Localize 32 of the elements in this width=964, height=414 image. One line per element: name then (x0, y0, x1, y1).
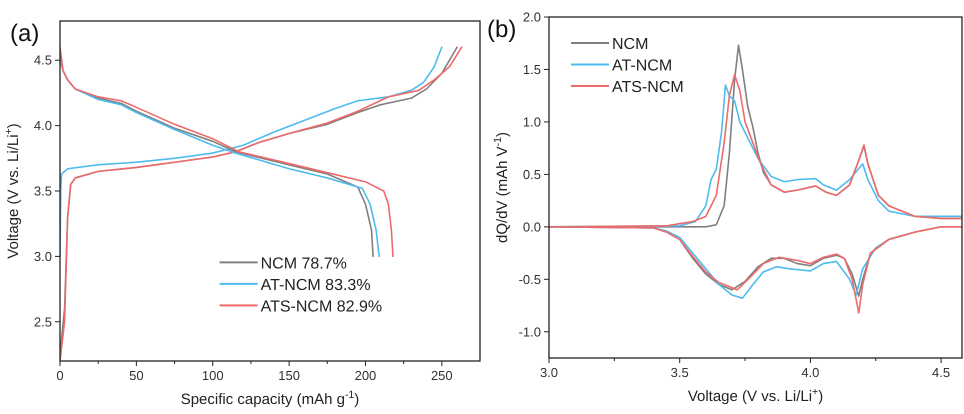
legend-label: NCM (612, 36, 648, 53)
y-tick-label: 4.5 (34, 52, 52, 68)
x-tick-label: 200 (354, 368, 376, 383)
y-tick-label: 3.0 (34, 248, 52, 264)
x-tick-label: 4.0 (801, 365, 820, 380)
y-tick-label: 3.5 (34, 184, 52, 198)
x-tick-label: 3.0 (540, 365, 558, 380)
y-tick-label: 0.5 (522, 166, 541, 182)
x-tick-label: 0 (56, 368, 64, 383)
y-tick-label: 2.0 (522, 10, 541, 24)
x-tick-label: 150 (278, 368, 300, 383)
x-axis-title: Specific capacity (mAh g$^{-1}$) (180, 389, 360, 408)
y-tick-label: -0.5 (518, 272, 541, 287)
text: (a) (10, 20, 40, 47)
legend-label: AT-NCM 83.3% (260, 276, 371, 294)
y-tick-label: -1.0 (518, 324, 541, 340)
x-tick-label: 100 (202, 368, 224, 383)
y-tick-label: 0.0 (522, 219, 541, 234)
text: (b) (487, 16, 516, 43)
x-tick-label: 4.5 (932, 365, 950, 380)
y-tick-label: 4.0 (34, 118, 52, 134)
x-axis-title: Voltage (V vs. Li/Li$^{+}$) (688, 386, 824, 405)
legend-label: AT-NCM (612, 58, 672, 74)
y-tick-label: 1.0 (522, 114, 541, 130)
legend-label: ATS-NCM (612, 79, 684, 96)
x-tick-label: 50 (129, 368, 144, 383)
x-tick-label: 250 (430, 368, 453, 383)
legend-label: ATS-NCM 82.9% (260, 298, 382, 316)
x-tick-label: 3.5 (670, 365, 689, 380)
y-tick-label: 1.5 (522, 62, 541, 77)
y-tick-label: 2.5 (34, 314, 52, 330)
legend-label: NCM 78.7% (260, 255, 347, 272)
